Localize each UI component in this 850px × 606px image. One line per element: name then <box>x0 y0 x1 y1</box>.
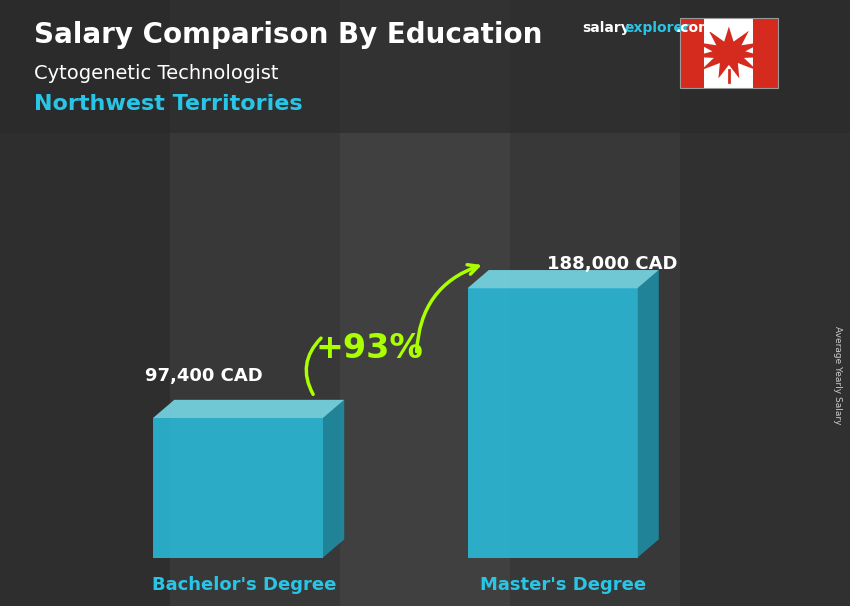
Polygon shape <box>638 270 659 558</box>
FancyArrowPatch shape <box>306 338 321 395</box>
Polygon shape <box>323 400 344 558</box>
Bar <box>0 0 170 606</box>
Text: Salary Comparison By Education: Salary Comparison By Education <box>34 21 542 49</box>
Bar <box>510 0 680 606</box>
Text: Average Yearly Salary: Average Yearly Salary <box>833 327 842 425</box>
Bar <box>0 0 850 133</box>
Text: +93%: +93% <box>316 332 423 365</box>
Bar <box>705 18 753 88</box>
Bar <box>680 18 705 88</box>
Polygon shape <box>692 27 766 78</box>
Polygon shape <box>468 270 659 288</box>
Text: explorer: explorer <box>625 21 690 35</box>
Polygon shape <box>153 400 344 418</box>
Text: Cytogenetic Technologist: Cytogenetic Technologist <box>34 64 279 82</box>
Bar <box>753 18 778 88</box>
Bar <box>340 0 510 606</box>
Text: 188,000 CAD: 188,000 CAD <box>547 255 677 273</box>
Bar <box>680 18 778 88</box>
FancyArrowPatch shape <box>416 265 479 351</box>
Polygon shape <box>468 288 638 558</box>
Bar <box>170 0 340 606</box>
Text: Bachelor's Degree: Bachelor's Degree <box>152 576 337 594</box>
Text: .com: .com <box>676 21 713 35</box>
Polygon shape <box>153 418 323 558</box>
Text: 97,400 CAD: 97,400 CAD <box>145 367 263 385</box>
Bar <box>680 0 850 606</box>
Text: Northwest Territories: Northwest Territories <box>34 94 303 114</box>
Text: salary: salary <box>582 21 630 35</box>
Text: Master's Degree: Master's Degree <box>480 576 646 594</box>
